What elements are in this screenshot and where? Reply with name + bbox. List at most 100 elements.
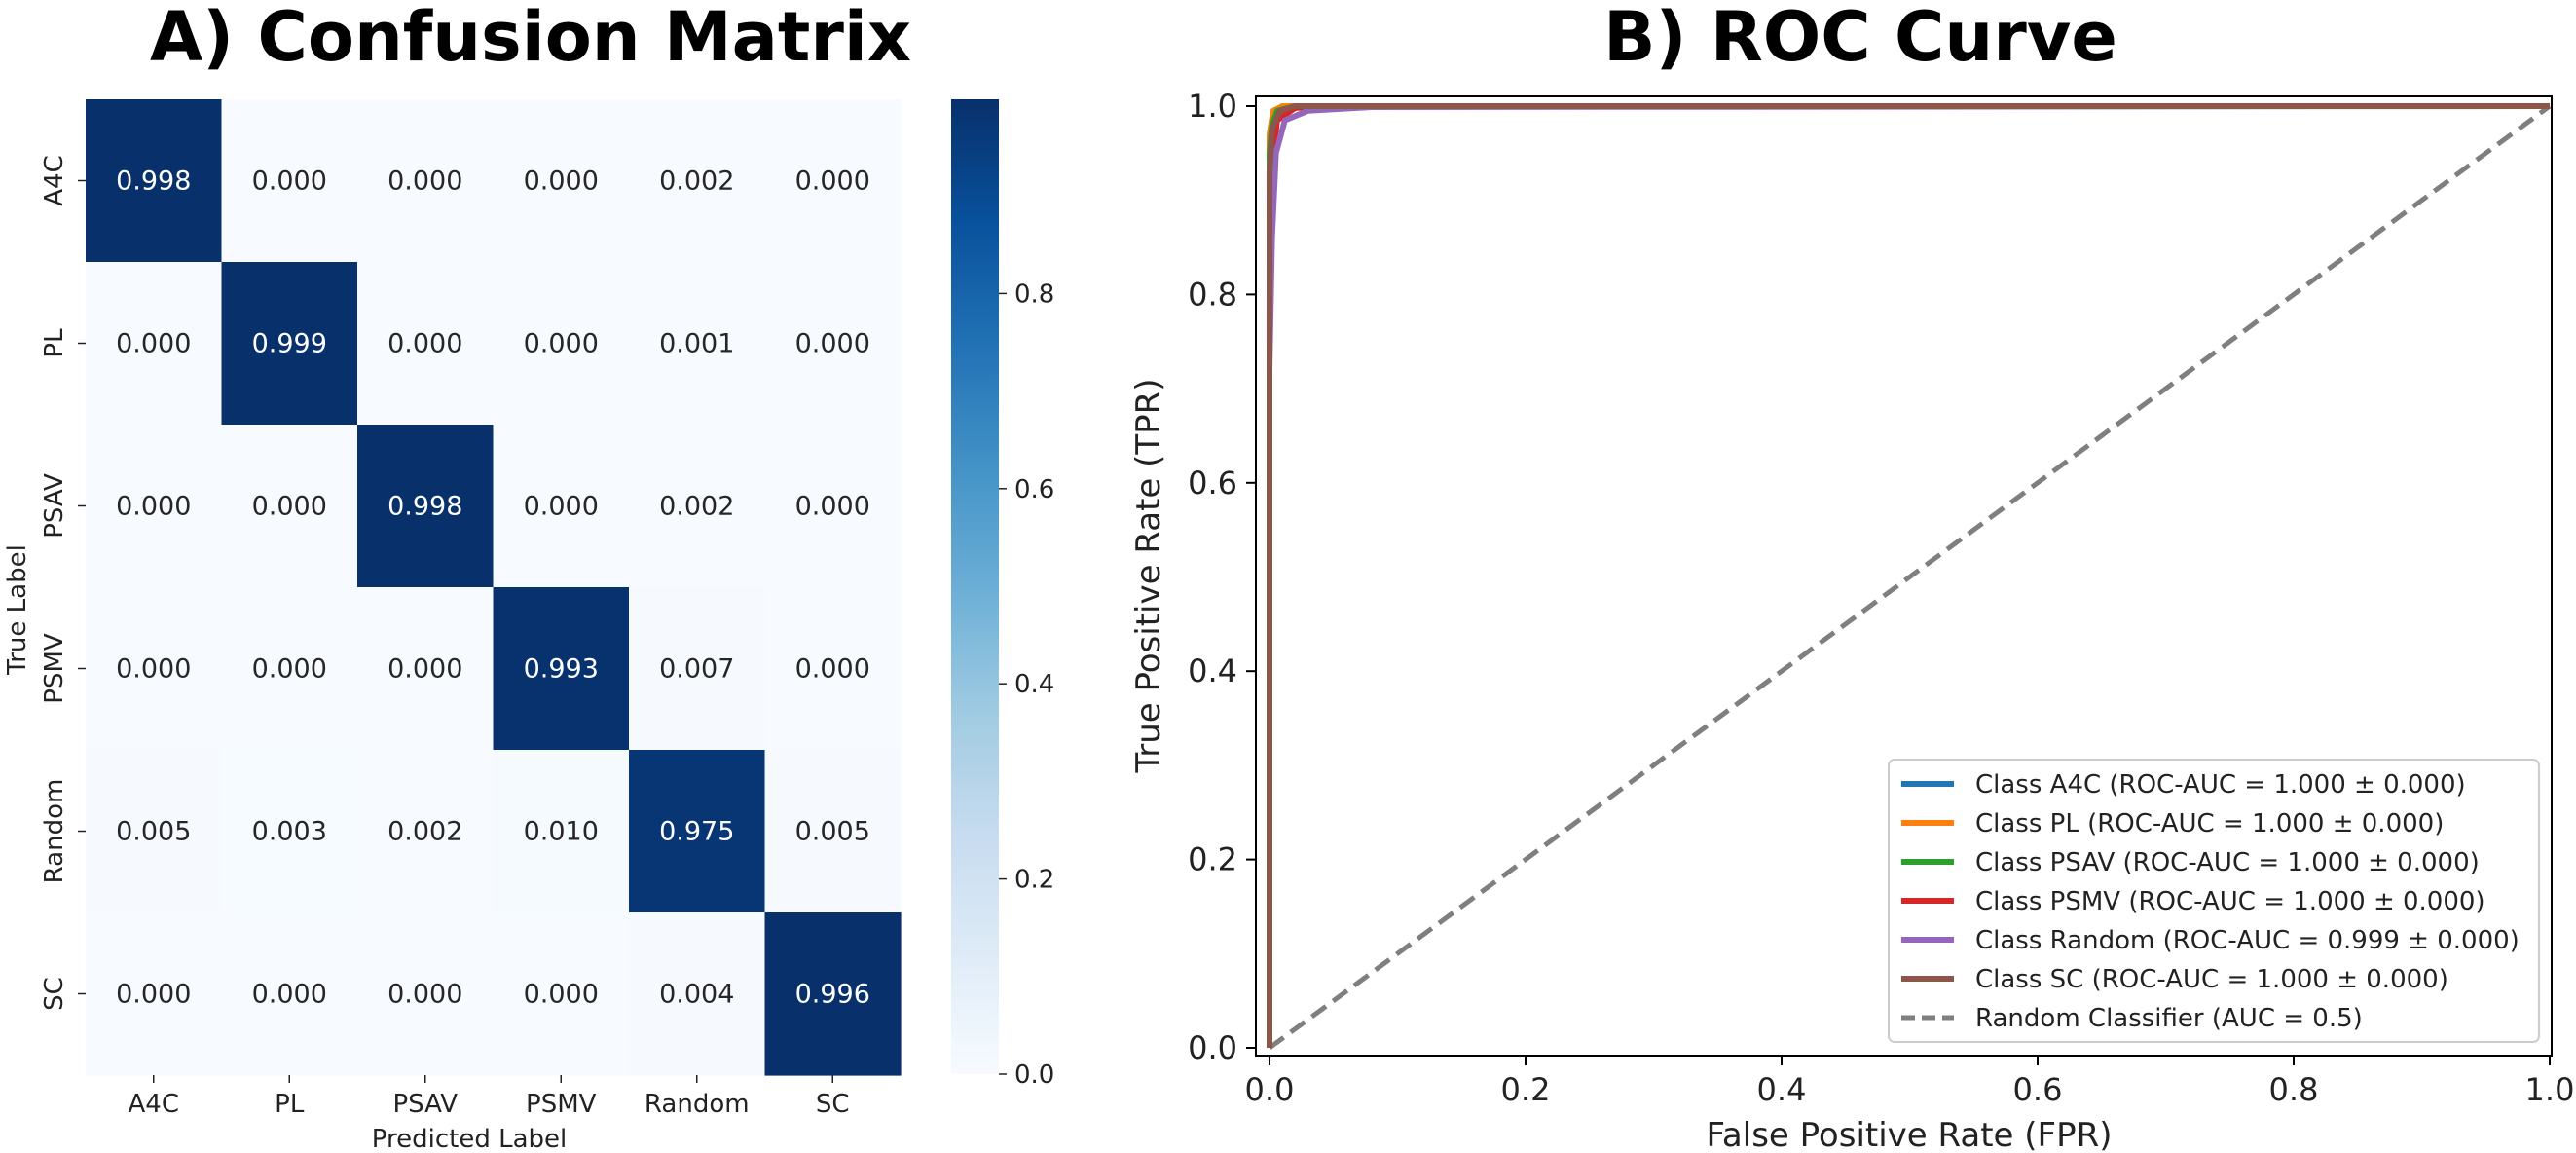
- heatmap-cell: [86, 425, 223, 588]
- heatmap-cell: [221, 750, 358, 913]
- heatmap-cell: [221, 262, 358, 426]
- heatmap-cell-value: 0.002: [387, 817, 462, 847]
- roc-legend-label: Class SC (ROC-AUC = 1.000 ± 0.000): [1975, 965, 2448, 994]
- heatmap-cell: [629, 99, 766, 263]
- heatmap-cells: 0.998 0.000 0.000 0.000 0.002 0.000 0.000 0.999…: [86, 99, 902, 1076]
- heatmap-cell: [357, 262, 495, 426]
- heatmap-cell-value: 0.000: [252, 654, 327, 685]
- heatmap-cell: [221, 587, 358, 751]
- heatmap-cell-value: 0.002: [659, 167, 734, 197]
- heatmap-cell-value: 0.000: [252, 492, 327, 522]
- heatmap-cell-value: 0.004: [659, 980, 734, 1010]
- heatmap-cell-value: 0.993: [524, 654, 599, 685]
- heatmap-cell-value: 0.000: [252, 980, 327, 1010]
- heatmap-cell: [221, 99, 358, 263]
- heatmap-cell: [764, 587, 902, 751]
- heatmap-cell: [629, 425, 766, 588]
- heatmap-x-tick-label: SC: [816, 1090, 850, 1119]
- roc-y-tick-label: 0.0: [1188, 1029, 1237, 1066]
- roc-random-classifier-line: [1268, 103, 2552, 1051]
- colorbar-tick-label: 0.8: [1014, 279, 1054, 309]
- heatmap-cell-value: 0.000: [795, 167, 870, 197]
- heatmap-cell: [764, 750, 902, 913]
- roc-legend-label: Class PSMV (ROC-AUC = 1.000 ± 0.000): [1975, 887, 2485, 916]
- heatmap-cell: [357, 425, 495, 588]
- heatmap-cell: [493, 262, 630, 426]
- heatmap-cell: [764, 425, 902, 588]
- heatmap-cell-value: 0.000: [524, 492, 599, 522]
- roc-x-tick-label: 0.0: [1245, 1071, 1295, 1108]
- heatmap-y-tick-label: Random: [40, 779, 69, 884]
- roc-y-tick-label: 1.0: [1188, 88, 1237, 125]
- roc-axes-frame: [1255, 95, 2553, 1057]
- heatmap-cell: [493, 587, 630, 751]
- roc-y-tick-label: 0.6: [1188, 465, 1237, 502]
- heatmap-cell-value: 0.000: [387, 167, 462, 197]
- heatmap-cell: [493, 912, 630, 1076]
- heatmap-cell: [357, 99, 495, 263]
- heatmap-cell: [86, 262, 223, 426]
- roc-diagonal-series: [1268, 103, 2552, 1051]
- heatmap-cell-value: 0.000: [252, 167, 327, 197]
- heatmap-cell-value: 0.998: [116, 167, 191, 197]
- roc-curves: [1267, 103, 2551, 1048]
- heatmap-cell: [764, 99, 902, 263]
- heatmap-cell-value: 0.002: [659, 492, 734, 522]
- heatmap-cell-value: 0.005: [795, 817, 870, 847]
- heatmap-y-tick-label: PL: [40, 328, 69, 358]
- heatmap-cell-value: 0.000: [524, 167, 599, 197]
- heatmap-cell-value: 0.000: [387, 980, 462, 1010]
- heatmap-cell-value: 0.000: [116, 654, 191, 685]
- heatmap-cell-value: 0.996: [795, 980, 870, 1010]
- heatmap-x-tick-label: PSAV: [392, 1090, 458, 1119]
- colorbar-ticks: 0.0 0.2 0.4 0.6 0.8: [999, 279, 1054, 1090]
- roc-legend-label: Random Classifier (AUC = 0.5): [1975, 1004, 2363, 1033]
- heatmap-x-tick-label: PL: [275, 1090, 305, 1119]
- heatmap-cell: [357, 587, 495, 751]
- heatmap-y-tick-label: PSMV: [40, 633, 69, 704]
- heatmap-cell: [221, 425, 358, 588]
- colorbar-tick-label: 0.2: [1014, 866, 1054, 895]
- roc-curve-title: B) ROC Curve: [1603, 0, 2117, 77]
- heatmap-y-tick-label: SC: [40, 977, 69, 1011]
- heatmap-cell: [86, 912, 223, 1076]
- heatmap-cell: [357, 750, 495, 913]
- heatmap-cell: [764, 912, 902, 1076]
- roc-legend-box: [1888, 759, 2540, 1043]
- heatmap-cell-value: 0.000: [387, 329, 462, 359]
- roc-x-axis-label: False Positive Rate (FPR): [1706, 1116, 2112, 1153]
- heatmap-x-tick-label: A4C: [129, 1090, 179, 1119]
- heatmap-cell-value: 0.998: [387, 492, 462, 522]
- heatmap-cell-value: 0.000: [795, 329, 870, 359]
- heatmap-cell: [357, 912, 495, 1076]
- heatmap-x-tick-label: PSMV: [526, 1090, 597, 1119]
- roc-y-tick-label: 0.4: [1188, 652, 1237, 689]
- colorbar: [951, 99, 999, 1074]
- roc-x-tick-label: 0.6: [2013, 1071, 2063, 1108]
- colorbar-tick-label: 0.4: [1014, 670, 1054, 699]
- heatmap-cell: [493, 750, 630, 913]
- heatmap-cell-value: 0.003: [252, 817, 327, 847]
- heatmap-x-tick-label: Random: [644, 1090, 750, 1119]
- roc-x-tick-label: 1.0: [2525, 1071, 2575, 1108]
- heatmap-cell-value: 0.000: [116, 329, 191, 359]
- heatmap-cell-value: 0.000: [116, 492, 191, 522]
- heatmap-cell: [764, 262, 902, 426]
- roc-y-tick-label: 0.8: [1188, 276, 1237, 313]
- roc-y-axis-label: True Positive Rate (TPR): [1129, 378, 1168, 773]
- heatmap-cell-value: 0.000: [795, 492, 870, 522]
- heatmap-cell-value: 0.000: [524, 329, 599, 359]
- heatmap-cell: [629, 750, 766, 913]
- heatmap-cell-value: 0.999: [252, 329, 327, 359]
- heatmap-cell: [493, 425, 630, 588]
- heatmap-cell-value: 0.000: [795, 654, 870, 685]
- roc-legend-label: Class PSAV (ROC-AUC = 1.000 ± 0.000): [1975, 848, 2480, 877]
- heatmap-cell: [221, 912, 358, 1076]
- roc-x-tick-label: 0.2: [1501, 1071, 1551, 1108]
- heatmap-cell-value: 0.010: [524, 817, 599, 847]
- heatmap-y-tick-label: A4C: [40, 155, 69, 205]
- heatmap-cell-value: 0.000: [387, 654, 462, 685]
- heatmap-cell: [629, 912, 766, 1076]
- roc-legend-label: Class A4C (ROC-AUC = 1.000 ± 0.000): [1975, 770, 2466, 800]
